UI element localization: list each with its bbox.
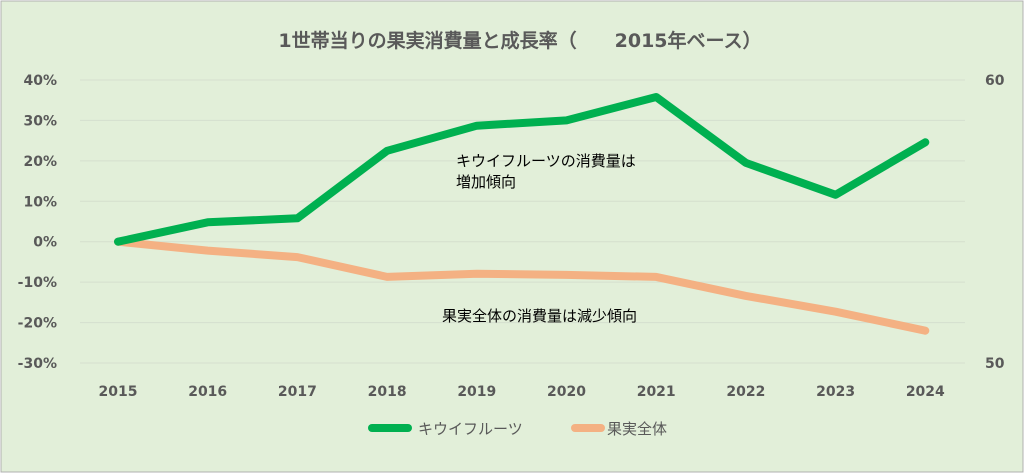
y-left-tick-label: 10% — [23, 194, 57, 210]
x-tick-label: 2022 — [726, 384, 765, 400]
total-annotation: 果実全体の消費量は減少傾向 — [442, 307, 637, 325]
kiwi-series-line — [114, 93, 930, 246]
annotation-line: キウイフルーツの消費量は — [456, 152, 636, 170]
y-left-tick-label: -10% — [18, 275, 57, 291]
y-right-tick-label: 60 — [985, 73, 1005, 89]
chart-title: 1世帯当りの果実消費量と成長率（ 2015年ベース） — [278, 29, 761, 52]
gridlines — [80, 79, 965, 364]
left-axis: 40% 30% 20% 10% 0% -10% -20% -30% — [18, 73, 57, 372]
right-axis: 60 50 — [985, 73, 1005, 372]
y-left-tick-label: 20% — [23, 154, 57, 170]
legend-total-label: 果実全体 — [607, 420, 667, 438]
total-series-line — [114, 237, 930, 335]
x-tick-label: 2023 — [816, 384, 855, 400]
legend-kiwi-label: キウイフルーツ — [418, 420, 523, 438]
y-left-tick-label: -30% — [18, 356, 57, 372]
y-right-tick-label: 50 — [985, 356, 1005, 372]
y-left-tick-label: 40% — [23, 73, 57, 89]
x-tick-label: 2016 — [188, 384, 227, 400]
x-tick-label: 2019 — [457, 384, 496, 400]
x-axis: 2015 2016 2017 2018 2019 2020 2021 2022 2023 2024 — [99, 384, 946, 400]
kiwi-annotation: キウイフルーツの消費量は増加傾向 — [456, 152, 636, 191]
x-tick-label: 2017 — [278, 384, 317, 400]
y-left-tick-label: 30% — [23, 113, 57, 129]
y-left-tick-label: 0% — [33, 235, 57, 251]
series-lines — [114, 93, 930, 335]
x-tick-label: 2020 — [547, 384, 586, 400]
legend: キウイフルーツ 果実全体 — [368, 420, 667, 438]
annotation-line: 果実全体の消費量は減少傾向 — [442, 307, 637, 325]
x-tick-label: 2021 — [637, 384, 676, 400]
annotation-line: 増加傾向 — [456, 173, 516, 191]
x-tick-label: 2024 — [906, 384, 945, 400]
x-tick-label: 2018 — [368, 384, 407, 400]
y-left-tick-label: -20% — [18, 316, 57, 332]
x-tick-label: 2015 — [99, 384, 138, 400]
